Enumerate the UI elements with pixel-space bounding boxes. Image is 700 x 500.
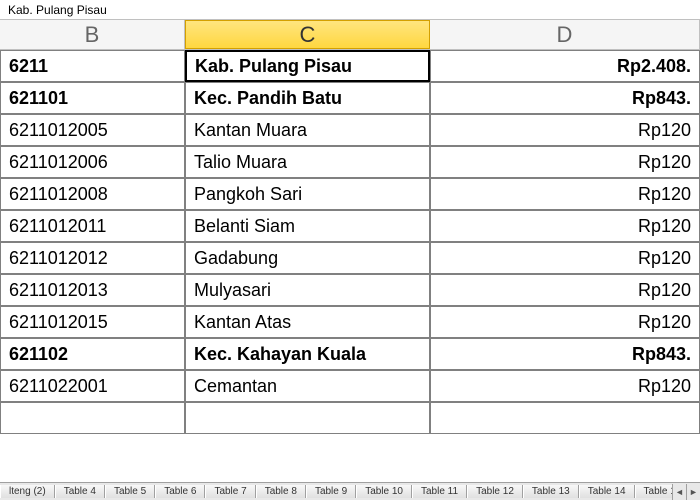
sheet-tab[interactable]: lteng (2) bbox=[0, 485, 55, 498]
cell-b[interactable]: 6211 bbox=[0, 50, 185, 82]
cell-d[interactable]: Rp120 bbox=[430, 210, 700, 242]
cell-d[interactable]: Rp120 bbox=[430, 242, 700, 274]
table-row: 6211012011Belanti SiamRp120 bbox=[0, 210, 700, 242]
cell-b[interactable]: 6211012008 bbox=[0, 178, 185, 210]
cell-c[interactable]: Pangkoh Sari bbox=[185, 178, 430, 210]
sheet-tab[interactable]: Table 6 bbox=[155, 485, 205, 498]
cell-d[interactable]: Rp120 bbox=[430, 146, 700, 178]
cell-b[interactable]: 6211022001 bbox=[0, 370, 185, 402]
cell-d[interactable]: Rp120 bbox=[430, 178, 700, 210]
cell-b[interactable]: 6211012006 bbox=[0, 146, 185, 178]
spreadsheet-area: B C D 6211Kab. Pulang PisauRp2.408.62110… bbox=[0, 20, 700, 482]
column-header-d[interactable]: D bbox=[430, 20, 700, 49]
cell-d[interactable]: Rp2.408. bbox=[430, 50, 700, 82]
table-row: 6211012006Talio MuaraRp120 bbox=[0, 146, 700, 178]
tab-scroll-left-icon[interactable]: ◄ bbox=[672, 484, 686, 500]
cell-b[interactable]: 6211012005 bbox=[0, 114, 185, 146]
cell-d[interactable] bbox=[430, 402, 700, 434]
column-header-b[interactable]: B bbox=[0, 20, 185, 49]
table-row: 6211022001CemantanRp120 bbox=[0, 370, 700, 402]
cell-c[interactable]: Kec. Kahayan Kuala bbox=[185, 338, 430, 370]
cell-c[interactable] bbox=[185, 402, 430, 434]
sheet-tab[interactable]: Table 5 bbox=[105, 485, 155, 498]
cell-c[interactable]: Cemantan bbox=[185, 370, 430, 402]
sheet-tab[interactable]: Table 14 bbox=[579, 485, 635, 498]
sheet-tabs-bar: lteng (2)Table 4Table 5Table 6Table 7Tab… bbox=[0, 482, 700, 500]
sheet-tab[interactable]: Table 10 bbox=[356, 485, 412, 498]
table-row bbox=[0, 402, 700, 434]
rows-container: 6211Kab. Pulang PisauRp2.408.621101Kec. … bbox=[0, 50, 700, 434]
sheet-tab[interactable]: Table 4 bbox=[55, 485, 105, 498]
cell-c[interactable]: Kantan Muara bbox=[185, 114, 430, 146]
cell-b[interactable]: 6211012013 bbox=[0, 274, 185, 306]
cell-b[interactable] bbox=[0, 402, 185, 434]
sheet-tab[interactable]: Table 11 bbox=[412, 485, 467, 498]
table-row: 6211012015Kantan AtasRp120 bbox=[0, 306, 700, 338]
cell-c[interactable]: Gadabung bbox=[185, 242, 430, 274]
sheet-tab[interactable]: Table 13 bbox=[523, 485, 579, 498]
cell-d[interactable]: Rp120 bbox=[430, 274, 700, 306]
column-headers: B C D bbox=[0, 20, 700, 50]
table-row: 621102Kec. Kahayan KualaRp843. bbox=[0, 338, 700, 370]
cell-c[interactable]: Kec. Pandih Batu bbox=[185, 82, 430, 114]
cell-d[interactable]: Rp843. bbox=[430, 82, 700, 114]
cell-c[interactable]: Kab. Pulang Pisau bbox=[185, 50, 430, 82]
cell-d[interactable]: Rp120 bbox=[430, 114, 700, 146]
tab-scroll-right-icon[interactable]: ► bbox=[686, 484, 700, 500]
cell-b[interactable]: 6211012012 bbox=[0, 242, 185, 274]
cell-c[interactable]: Mulyasari bbox=[185, 274, 430, 306]
cell-b[interactable]: 6211012011 bbox=[0, 210, 185, 242]
cell-d[interactable]: Rp843. bbox=[430, 338, 700, 370]
cell-b[interactable]: 6211012015 bbox=[0, 306, 185, 338]
cell-d[interactable]: Rp120 bbox=[430, 306, 700, 338]
table-row: 6211012012GadabungRp120 bbox=[0, 242, 700, 274]
cell-c[interactable]: Kantan Atas bbox=[185, 306, 430, 338]
cell-c[interactable]: Belanti Siam bbox=[185, 210, 430, 242]
sheet-tab[interactable]: Table 12 bbox=[467, 485, 523, 498]
table-row: 6211012013MulyasariRp120 bbox=[0, 274, 700, 306]
sheet-tab[interactable]: Table 7 bbox=[205, 485, 255, 498]
table-row: 621101Kec. Pandih BatuRp843. bbox=[0, 82, 700, 114]
sheet-tab[interactable]: Table 9 bbox=[306, 485, 356, 498]
sheet-tab[interactable]: Table 15 bbox=[635, 485, 672, 498]
formula-bar-value: Kab. Pulang Pisau bbox=[8, 3, 107, 17]
table-row: 6211Kab. Pulang PisauRp2.408. bbox=[0, 50, 700, 82]
cell-d[interactable]: Rp120 bbox=[430, 370, 700, 402]
sheet-tab[interactable]: Table 8 bbox=[256, 485, 306, 498]
cell-b[interactable]: 621102 bbox=[0, 338, 185, 370]
table-row: 6211012008Pangkoh SariRp120 bbox=[0, 178, 700, 210]
cell-b[interactable]: 621101 bbox=[0, 82, 185, 114]
formula-bar[interactable]: Kab. Pulang Pisau bbox=[0, 0, 700, 20]
cell-c[interactable]: Talio Muara bbox=[185, 146, 430, 178]
table-row: 6211012005Kantan MuaraRp120 bbox=[0, 114, 700, 146]
column-header-c[interactable]: C bbox=[185, 20, 430, 49]
